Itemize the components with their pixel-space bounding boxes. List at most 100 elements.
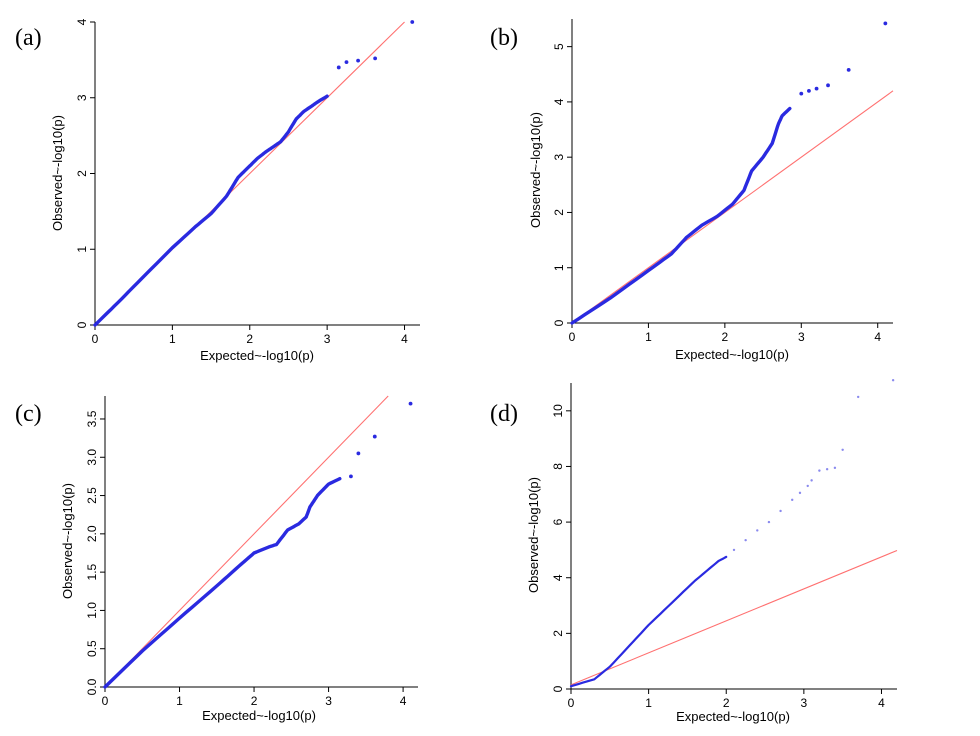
- observed-points-dense: [569, 555, 728, 688]
- x-tick-label: 3: [798, 330, 805, 344]
- y-tick-label: 3.5: [85, 410, 99, 427]
- observed-point: [767, 520, 771, 524]
- y-tick-label: 2.5: [85, 487, 99, 504]
- x-tick-label: 2: [251, 694, 258, 708]
- x-axis-title: Expected~-log10(p): [200, 348, 314, 363]
- observed-series: [103, 401, 413, 689]
- observed-point: [756, 529, 759, 532]
- panel-a: (a) 0 1 2 3 4 0 1 2 3 4 Expected~-log10(p) Observed~…: [15, 18, 420, 363]
- observed-point: [807, 88, 811, 93]
- y-axis-title: Observed~-log10(p): [528, 112, 543, 228]
- observed-point: [883, 21, 888, 26]
- observed-point: [814, 86, 819, 91]
- panel-letter: (b): [490, 25, 518, 51]
- y-tick-label: 2: [551, 630, 565, 637]
- x-tick-label: 0: [568, 696, 575, 710]
- panel-letter: (d): [490, 401, 518, 427]
- x-tick-label: 1: [645, 330, 652, 344]
- observed-point: [891, 379, 895, 382]
- y-tick-label: 5: [552, 43, 566, 50]
- observed-point: [841, 448, 844, 451]
- observed-points-dense: [570, 106, 792, 325]
- observed-point: [349, 474, 353, 479]
- observed-points-dense: [93, 94, 329, 327]
- y-tick-label: 3: [552, 154, 566, 161]
- x-tick-label: 3: [325, 694, 332, 708]
- x-axis-title: Expected~-log10(p): [676, 709, 790, 724]
- observed-point: [344, 60, 349, 65]
- panel-b: (b) 0 1 2 3 4 0 1 2 3 4 5 Expected~-log10(p) Observed…: [490, 19, 894, 362]
- x-tick-label: 4: [878, 696, 885, 710]
- y-tick-label: 1: [552, 264, 566, 271]
- observed-point: [336, 65, 341, 70]
- observed-point: [373, 56, 378, 61]
- y-tick-label: 10: [551, 404, 565, 418]
- y-axis-title: Observed~-log10(p): [526, 477, 541, 593]
- x-tick-label: 3: [324, 332, 331, 346]
- observed-point: [818, 469, 821, 472]
- x-tick-label: 1: [176, 694, 183, 708]
- y-tick-label: 2.0: [85, 525, 99, 542]
- y-tick-label: 2: [75, 170, 89, 177]
- observed-point: [826, 83, 830, 88]
- panel-d: (d) 0 1 2 3 4 0 2 4 6 8 10 Expected~-log10(p) Observe…: [490, 379, 898, 724]
- x-axis-title: Expected~-log10(p): [675, 347, 789, 362]
- y-tick-label: 4: [552, 98, 566, 105]
- panel-letter: (c): [15, 401, 42, 427]
- observed-point: [732, 548, 736, 552]
- panel-letter: (a): [15, 25, 42, 51]
- y-tick-label: 0.5: [85, 640, 99, 657]
- y-tick-label: 8: [551, 463, 565, 470]
- observed-point: [856, 395, 860, 399]
- observed-series: [570, 21, 888, 325]
- x-tick-label: 2: [246, 332, 253, 346]
- observed-point: [825, 468, 829, 471]
- y-tick-label: 1.5: [85, 563, 99, 580]
- observed-point: [799, 91, 804, 96]
- x-tick-label: 4: [874, 330, 881, 344]
- observed-point: [806, 484, 809, 488]
- observed-point: [408, 401, 413, 406]
- observed-point: [372, 434, 377, 439]
- panel-c: (c) 0 1 2 3 4 0.0 0.5 1.0 1.5 2.0 2.5 3.0 3.5 Expected…: [15, 395, 418, 723]
- observed-point: [798, 491, 802, 495]
- observed-series: [93, 20, 415, 327]
- x-axis-title: Expected~-log10(p): [202, 708, 316, 723]
- y-axis-title: Observed~-log10(p): [60, 483, 75, 599]
- y-tick-label: 0.0: [85, 678, 99, 695]
- y-tick-label: 0: [75, 321, 89, 328]
- x-tick-label: 0: [92, 332, 99, 346]
- y-tick-label: 3: [75, 94, 89, 101]
- observed-points-dense: [103, 477, 342, 689]
- y-tick-label: 6: [551, 518, 565, 525]
- y-axis-title: Observed~-log10(p): [50, 115, 65, 231]
- x-tick-label: 2: [722, 330, 729, 344]
- x-tick-label: 1: [169, 332, 176, 346]
- x-tick-label: 0: [569, 330, 576, 344]
- observed-point: [810, 479, 813, 482]
- y-tick-label: 1.0: [85, 602, 99, 619]
- x-tick-label: 4: [400, 694, 407, 708]
- observed-point: [791, 498, 794, 502]
- observed-series: [569, 379, 895, 688]
- x-tick-label: 4: [401, 332, 408, 346]
- y-tick-label: 0: [551, 685, 565, 692]
- y-tick-label: 0: [552, 319, 566, 326]
- y-tick-label: 4: [75, 18, 89, 25]
- observed-point: [410, 20, 415, 24]
- y-tick-label: 2: [552, 209, 566, 216]
- x-tick-label: 3: [801, 696, 808, 710]
- x-tick-label: 2: [723, 696, 730, 710]
- observed-point: [779, 509, 782, 513]
- observed-point: [833, 466, 837, 470]
- y-tick-label: 4: [551, 574, 565, 581]
- observed-point: [356, 451, 361, 456]
- observed-point: [356, 58, 360, 63]
- reference-line: [571, 90, 894, 324]
- y-tick-label: 3.0: [85, 449, 99, 466]
- x-tick-label: 0: [102, 694, 109, 708]
- x-tick-label: 1: [645, 696, 652, 710]
- reference-line: [570, 549, 898, 686]
- observed-point: [744, 538, 747, 542]
